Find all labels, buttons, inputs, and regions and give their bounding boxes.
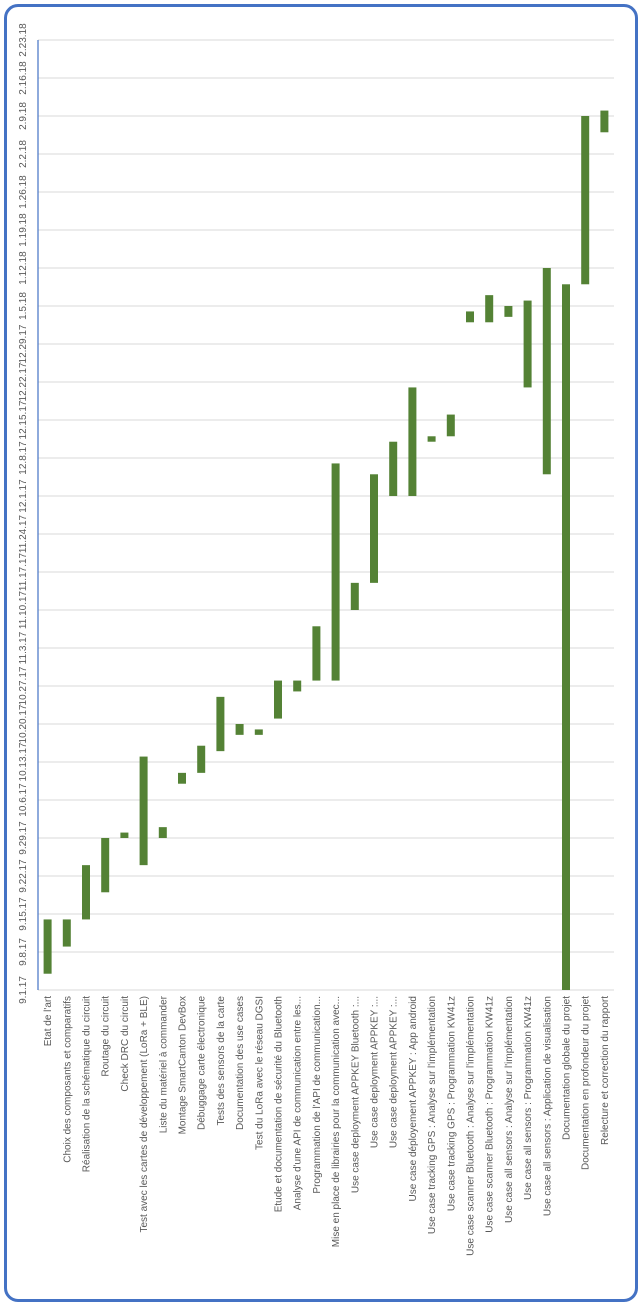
task-label: Routage du circuit bbox=[101, 996, 112, 1077]
task-label: Mise en place de librairies pour la comm… bbox=[331, 996, 342, 1247]
task-bar bbox=[600, 110, 609, 133]
task-label: Tests des sensors de la carte bbox=[216, 996, 227, 1126]
task-label: Etude et documentation de sécurité du Bl… bbox=[274, 996, 285, 1212]
date-tick-label: 11.17.17 bbox=[18, 552, 29, 591]
date-tick-label: 1.5.18 bbox=[18, 292, 29, 320]
task-label: Réalisation de la schématique du circuit bbox=[82, 996, 93, 1172]
task-bar bbox=[43, 919, 52, 974]
task-bar bbox=[408, 387, 417, 496]
date-tick-label: 11.24.17 bbox=[18, 514, 29, 553]
task-bar bbox=[158, 827, 167, 838]
task-label: Use case deployment APPKEY Bluetooth :..… bbox=[350, 996, 361, 1193]
task-bar bbox=[562, 284, 570, 990]
task-label: Use case déployement APPKEY : App androi… bbox=[408, 996, 419, 1202]
date-tick-label: 1.26.18 bbox=[18, 175, 29, 209]
task-bar bbox=[293, 680, 302, 692]
task-label: Use case all sensors : Application de vi… bbox=[542, 996, 553, 1216]
date-axis: 9.1.17 9.8.17 9.15.17 9.22.17 9.29.17 10.6.17… bbox=[18, 23, 29, 1004]
date-tick-label: 12.1.17 bbox=[18, 479, 29, 513]
date-tick-label: 10.20.17 bbox=[18, 704, 29, 743]
task-label: Documentation globale du projet bbox=[562, 996, 573, 1140]
task-bar bbox=[427, 436, 436, 442]
date-tick-label: 12.8.17 bbox=[18, 441, 29, 475]
task-label: Montage SmartCanton DevBox bbox=[178, 996, 189, 1134]
date-tick-label: 9.22.17 bbox=[18, 859, 29, 893]
date-tick-label: 9.8.17 bbox=[18, 938, 29, 966]
task-label: Use case deployment APPKEY :... bbox=[370, 996, 381, 1148]
date-tick-label: 9.1.17 bbox=[18, 976, 29, 1004]
task-bar bbox=[139, 756, 148, 866]
task-label: Débuggage carte électronique bbox=[197, 996, 208, 1130]
task-bar bbox=[197, 745, 206, 773]
task-label: Use case scanner Bluetooth : Programmati… bbox=[485, 996, 496, 1233]
task-bar bbox=[542, 268, 551, 475]
task-bar bbox=[216, 696, 225, 752]
task-label: Test du LoRa avec le réseau DGSI bbox=[254, 996, 265, 1150]
task-bar bbox=[312, 626, 321, 681]
task-bar bbox=[82, 865, 90, 920]
date-tick-label: 10.13.17 bbox=[18, 742, 29, 781]
date-tick-label: 9.15.17 bbox=[18, 897, 29, 931]
task-bars bbox=[43, 110, 609, 990]
date-tick-label: 2.2.18 bbox=[18, 140, 29, 168]
task-bar bbox=[485, 295, 494, 323]
task-bar bbox=[178, 772, 186, 784]
task-bar bbox=[274, 680, 282, 719]
task-label: Documentation en profondeur du projet bbox=[581, 996, 592, 1170]
date-tick-label: 2.9.18 bbox=[18, 102, 29, 130]
date-tick-label: 1.19.18 bbox=[18, 213, 29, 247]
task-label: Etat de l'art bbox=[43, 996, 54, 1046]
task-label: Liste du matériel à commander bbox=[158, 995, 169, 1133]
date-tick-label: 10.27.17 bbox=[18, 666, 29, 705]
task-label: Test avec les cartes de développement (L… bbox=[139, 996, 150, 1233]
task-label: Choix des composants et comparatifs bbox=[62, 996, 73, 1163]
task-bar bbox=[235, 724, 244, 735]
task-label: Use case scanner Bluetooth : Analyse sur… bbox=[466, 996, 477, 1256]
date-tick-label: 12.22.17 bbox=[18, 362, 29, 401]
date-tick-label: 12.29.17 bbox=[18, 324, 29, 363]
task-bar bbox=[389, 441, 398, 496]
task-label: Programmation de l'API de communication.… bbox=[312, 996, 323, 1194]
task-bar bbox=[370, 474, 378, 583]
date-tick-label: 2.16.18 bbox=[18, 61, 29, 95]
task-bar bbox=[523, 300, 532, 388]
task-label: Use case all sensors : Analyse sur l'imp… bbox=[504, 996, 515, 1223]
date-tick-label: 10.6.17 bbox=[18, 783, 29, 817]
task-bar bbox=[350, 582, 359, 610]
task-label: Check DRC du circuit bbox=[120, 996, 131, 1092]
date-tick-label: 1.12.18 bbox=[18, 251, 29, 285]
date-tick-label: 11.10.17 bbox=[18, 590, 29, 629]
task-bar bbox=[581, 116, 590, 285]
task-bar bbox=[466, 311, 474, 323]
task-bar bbox=[101, 838, 110, 893]
task-bar bbox=[446, 414, 455, 437]
date-tick-label: 11.3.17 bbox=[18, 631, 29, 664]
task-label: Documentation des use cases bbox=[235, 996, 246, 1130]
task-bar bbox=[120, 832, 129, 838]
task-bar bbox=[62, 919, 71, 947]
task-label: Use case all sensors : Programmation KW4… bbox=[523, 996, 534, 1200]
gridlines bbox=[38, 39, 614, 991]
chart-frame bbox=[4, 4, 638, 1302]
date-tick-label: 9.29.17 bbox=[18, 821, 29, 855]
task-label: Use case deployment APPKEY :... bbox=[389, 996, 400, 1148]
date-tick-label: 12.15.17 bbox=[18, 400, 29, 439]
task-label: Use case tracking GPS : Analyse sur l'im… bbox=[427, 996, 438, 1234]
task-label: Use case tracking GPS : Programmation KW… bbox=[446, 996, 457, 1211]
task-label: Analyse d'une API de communication entre… bbox=[293, 996, 304, 1210]
task-bar bbox=[254, 729, 263, 735]
task-bar bbox=[331, 463, 340, 681]
task-label: Relecture et correction du rapport bbox=[600, 996, 611, 1145]
task-bar bbox=[504, 306, 513, 317]
date-tick-label: 2.23.18 bbox=[18, 23, 29, 57]
task-axis: Etat de l'art Choix des composants et com… bbox=[43, 995, 611, 1255]
